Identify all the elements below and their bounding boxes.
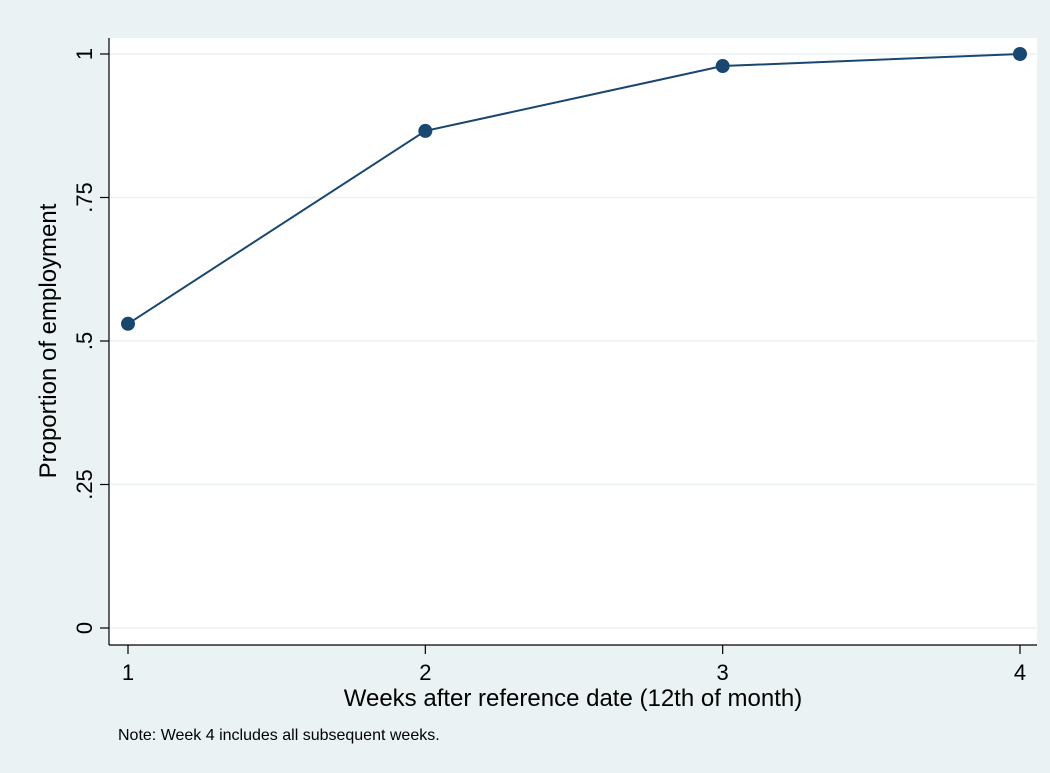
grid-lines [110, 53, 1036, 629]
y-tick-label: .75 [72, 182, 97, 213]
x-tick-label: 4 [1014, 660, 1026, 685]
y-tick-label: 0 [72, 622, 97, 634]
chart-note: Note: Week 4 includes all subsequent wee… [118, 727, 440, 744]
data-point [121, 316, 135, 331]
data-point [715, 59, 730, 74]
y-tick-label: .5 [72, 332, 97, 350]
y-tick-label: 1 [72, 48, 97, 60]
series-line [127, 53, 1021, 325]
data-point [1013, 47, 1027, 61]
data-point [418, 123, 433, 138]
x-tick-label: 2 [419, 660, 431, 685]
x-tick-label: 1 [122, 660, 134, 685]
y-axis-title: Proportion of employment [35, 203, 62, 478]
series [121, 47, 1027, 331]
ticks: 0 .25 .5 .75 1 1 2 3 4 [72, 48, 1026, 685]
x-tick-label: 3 [717, 660, 729, 685]
y-tick-label: .25 [72, 469, 97, 500]
x-axis-title: Weeks after reference date (12th of mont… [344, 685, 802, 712]
